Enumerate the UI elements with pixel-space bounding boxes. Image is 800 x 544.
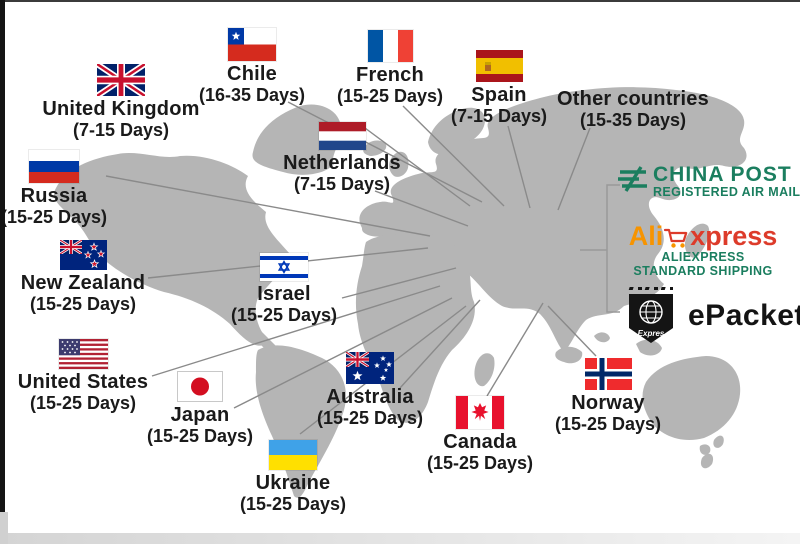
leader-line [233, 297, 453, 409]
leader-line [364, 127, 471, 207]
flag-japan-icon [177, 371, 223, 402]
country-spain: Spain (7-15 Days) [414, 50, 584, 127]
country-name: Ukraine [255, 472, 331, 494]
country-days: (15-25 Days) [336, 86, 444, 106]
country-days: (15-35 Days) [579, 110, 687, 130]
photo-edge-bottom [0, 533, 800, 544]
flag-australia-icon [346, 352, 394, 384]
country-name: Israel [257, 283, 311, 305]
epacket-badge-text: Expres [638, 329, 665, 338]
country-name: New Zealand [20, 272, 146, 294]
country-days: (15-25 Days) [29, 393, 137, 413]
country-chile: Chile (16-35 Days) [167, 28, 337, 106]
country-days: (15-25 Days) [316, 408, 424, 428]
country-netherlands: Netherlands (7-15 Days) [247, 122, 437, 195]
leader-line [557, 127, 591, 211]
aliexpress-ali-text: Ali [628, 221, 664, 251]
flag-netherlands-icon [318, 122, 366, 150]
country-norway: Norway (15-25 Days) [523, 358, 693, 435]
leader-line [287, 101, 483, 203]
country-days: (15-25 Days) [146, 426, 254, 446]
leader-line [374, 190, 469, 227]
country-name: Canada [443, 431, 517, 453]
epacket-badge-icon: Expres [628, 287, 673, 343]
country-name: United States [17, 371, 149, 393]
country-days: (7-15 Days) [72, 120, 170, 140]
flag-france-icon [367, 30, 413, 62]
leader-line [399, 299, 481, 389]
aliexpress-cart-icon [664, 228, 688, 248]
country-days: (16-35 Days) [198, 85, 306, 105]
country-days: (15-25 Days) [0, 207, 108, 227]
china-post-emblem-icon [618, 166, 647, 192]
country-name: Japan [170, 404, 230, 426]
flag-united-kingdom-icon [97, 64, 145, 96]
country-canada: Canada (15-25 Days) [395, 396, 565, 474]
country-days: (7-15 Days) [293, 174, 391, 194]
country-name: French [356, 64, 424, 86]
leader-line [105, 175, 431, 237]
country-name: United Kingdom [42, 98, 200, 120]
flag-spain-icon [475, 50, 523, 82]
country-days: (15-25 Days) [230, 305, 338, 325]
country-name: Other countries [557, 88, 709, 110]
country-new-zealand: New Zealand (15-25 Days) [0, 240, 168, 315]
country-days: (15-25 Days) [426, 453, 534, 473]
flag-new-zealand-icon [59, 240, 107, 270]
photo-edge-left [0, 0, 5, 512]
country-name: Chile [227, 63, 277, 85]
country-name: Australia [326, 386, 414, 408]
leader-line [547, 305, 597, 357]
country-name: Spain [471, 84, 527, 106]
country-japan: Japan (15-25 Days) [115, 371, 285, 447]
epacket-logo: Expres ePacket [626, 286, 800, 346]
country-days: (15-25 Days) [29, 294, 137, 314]
aliexpress-line1: ALIEXPRESS [661, 250, 745, 264]
leader-line [486, 302, 544, 397]
country-name: Russia [20, 185, 88, 207]
logo-bracket [580, 184, 620, 313]
country-israel: Israel (15-25 Days) [199, 253, 369, 326]
aliexpress-logo: Ali xpress ALIEXPRESS STANDARD SHIPPING [618, 222, 788, 278]
country-united-states: United States (15-25 Days) [0, 339, 168, 414]
leader-line [507, 125, 531, 209]
country-days: (15-25 Days) [239, 494, 347, 514]
epacket-label: ePacket [688, 299, 800, 332]
country-name: Netherlands [283, 152, 401, 174]
continents [53, 87, 747, 498]
flag-canada-icon [456, 396, 504, 429]
country-russia: Russia (15-25 Days) [0, 150, 139, 228]
photo-edge-left-lower [0, 512, 8, 544]
country-days: (15-25 Days) [554, 414, 662, 434]
aliexpress-xpress-text: xpress [690, 221, 778, 251]
flag-chile-icon [228, 28, 276, 61]
country-french: French (15-25 Days) [305, 30, 475, 107]
photo-edge-top [0, 0, 800, 2]
country-australia: Australia (15-25 Days) [285, 352, 455, 429]
flag-israel-icon [260, 253, 308, 281]
flag-united-states-icon [58, 339, 108, 369]
leader-line [341, 267, 457, 299]
flag-ukraine-icon [269, 440, 317, 470]
china-post-title: CHINA POST [653, 163, 792, 186]
country-days: (7-15 Days) [450, 106, 548, 126]
aliexpress-line2: STANDARD SHIPPING [633, 264, 773, 278]
flag-norway-icon [584, 358, 632, 390]
flag-russia-icon [29, 150, 79, 183]
china-post-subtitle: REGISTERED AIR MAIL [653, 185, 800, 199]
country-united-kingdom: United Kingdom (7-15 Days) [36, 64, 206, 141]
country-other-countries: Other countries (15-35 Days) [538, 86, 728, 131]
china-post-logo: CHINA POST REGISTERED AIR MAIL [618, 164, 800, 199]
country-ukraine: Ukraine (15-25 Days) [208, 440, 378, 515]
country-name: Norway [571, 392, 645, 414]
leader-line [151, 285, 441, 377]
leader-line [402, 105, 505, 207]
